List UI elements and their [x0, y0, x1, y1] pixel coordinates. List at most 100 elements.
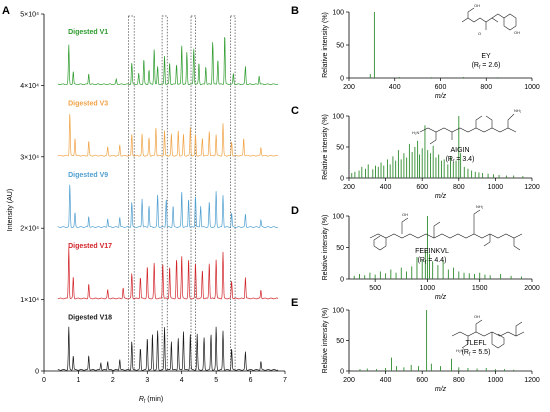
svg-text:H₂N: H₂N — [412, 130, 419, 135]
panel-c-x-tick-label: 1000 — [488, 184, 504, 191]
panel-a-series-names: Digested V1 Digested V3 Digested V9 Digeste… — [68, 29, 112, 322]
panel-b-x-tick-label: 400 — [389, 84, 401, 91]
panel-label-e: E — [291, 297, 298, 309]
panel-a-boxed-region — [230, 15, 236, 372]
panel-c-x-tick-label: 600 — [416, 184, 428, 191]
panel-b-x-tick-label: 600 — [435, 84, 447, 91]
svg-text:H₂N: H₂N — [456, 348, 463, 353]
panel-a-trace — [57, 247, 279, 300]
svg-text:OH: OH — [514, 30, 520, 35]
svg-text:O: O — [478, 31, 481, 36]
panel-d-x-tick-label: 1500 — [472, 285, 488, 292]
panel-c-y-tick-label: 0 — [340, 176, 344, 183]
panel-a-boxed-region — [128, 15, 135, 372]
panel-e-y-tick-label: 100 — [332, 308, 344, 315]
svg-text:NH₂: NH₂ — [476, 204, 484, 209]
panel-a-ylabel: Intensity (AU) — [7, 189, 14, 231]
panel-a-x-tick-label: 3 — [145, 377, 149, 384]
panel-a-x-tick-label: 4 — [180, 377, 184, 384]
panel-b-y-tick-label: 50 — [336, 43, 344, 50]
panel-a-x-tick-label: 0 — [42, 377, 46, 384]
panel-a-trace — [57, 37, 279, 86]
panel-d-ylabel: Relative intensity (%) — [322, 215, 329, 281]
panel-a-xlabel-r: R — [139, 396, 144, 403]
panel-a-boxed-region — [190, 15, 196, 372]
panel-d-spectrum: 500 1000 1500 2000 0 50 100 m/z Relative intensi… — [322, 214, 540, 302]
panel-b-rt: (Rt = 2.6) — [472, 62, 501, 71]
panel-a-trace — [57, 326, 279, 371]
panel-e-xlabel: m/z — [435, 386, 447, 393]
panel-c-structure-image: NH₂ H₂N — [412, 108, 522, 145]
panel-c-x-tick-label: 1200 — [524, 184, 540, 191]
panel-a-trace — [57, 113, 279, 157]
panel-e-x-tick-label: 600 — [416, 377, 428, 384]
panel-c-ylabel: Relative intensity (%) — [322, 114, 329, 180]
panel-d-y-tick-label: 0 — [340, 277, 344, 284]
panel-e-y-tick-label: 0 — [340, 369, 344, 376]
svg-text:OH: OH — [474, 3, 480, 8]
panel-d-peptide: FEEINKVL — [415, 248, 449, 255]
panel-b-ylabel: Relative intensity (%) — [322, 12, 329, 78]
panel-a-series-name: Digested V3 — [68, 100, 108, 107]
panel-e-y-tick-label: 50 — [336, 338, 344, 345]
svg-text:NH₂: NH₂ — [514, 108, 522, 113]
panel-c-x-tick-label: 400 — [380, 184, 392, 191]
panel-a-traces — [57, 37, 279, 371]
panel-a-boxed-regions — [128, 15, 236, 372]
panel-e-rt: (Rt = 5.5) — [462, 349, 491, 358]
panel-c-x-tick-label: 200 — [343, 184, 355, 191]
panel-d-x-tick-label: 500 — [369, 285, 381, 292]
panel-a-axes: 0 1 2 3 4 5 6 7 0 1×10⁴ 2×10⁴ 3×10⁴ 4×10⁴ 5×10⁴ — [20, 12, 287, 385]
panel-b-peptide: EY — [481, 53, 491, 60]
panel-b-xlabel: m/z — [435, 93, 447, 100]
panel-a-trace — [57, 184, 279, 228]
panel-a-x-tick-label: 1 — [76, 377, 80, 384]
panel-a-x-tick-label: 2 — [111, 377, 115, 384]
panel-a-series-name: Digested V1 — [68, 29, 108, 36]
panel-c-rt: (Rt = 3.4) — [446, 156, 475, 165]
panel-c-peptide: AIGIN — [450, 147, 469, 154]
panel-b-x-tick-label: 200 — [343, 84, 355, 91]
panel-a-y-tick-label: 4×10⁴ — [20, 83, 39, 90]
panel-e-x-tick-label: 1200 — [524, 377, 540, 384]
panel-a-y-tick-label: 2×10⁴ — [20, 226, 39, 233]
panel-c-xlabel: m/z — [435, 193, 447, 200]
panel-a-y-tick-label: 0 — [35, 369, 39, 376]
panel-a-y-tick-label: 5×10⁴ — [20, 12, 39, 19]
panel-a-y-tick-label: 3×10⁴ — [20, 154, 39, 161]
panel-d-y-tick-label: 100 — [332, 214, 344, 221]
panel-a-xlabel: Rt (min) — [139, 396, 163, 405]
panel-e-x-tick-label: 200 — [343, 377, 355, 384]
panel-label-c: C — [291, 105, 299, 117]
panel-a-series-name: Digested V9 — [68, 172, 108, 179]
panel-d-y-tick-label: 50 — [336, 245, 344, 252]
panel-e-ylabel: Relative intensity (%) — [322, 308, 329, 374]
panel-c-x-tick-label: 800 — [453, 184, 465, 191]
panel-b-x-tick-label: 800 — [480, 84, 492, 91]
panel-a-xlabel-unit: (min) — [145, 396, 163, 403]
panel-d-xlabel: m/z — [435, 294, 447, 301]
panel-b-structure-image: OH O OH — [461, 3, 520, 36]
panel-b-y-tick-label: 0 — [340, 76, 344, 83]
svg-text:OH: OH — [474, 314, 480, 319]
panel-a-y-tick-label: 1×10⁴ — [20, 297, 39, 304]
panel-label-d: D — [291, 205, 299, 217]
panel-label-b: B — [291, 5, 299, 17]
panel-e-x-tick-label: 400 — [380, 377, 392, 384]
panel-b-y-tick-label: 100 — [332, 10, 344, 17]
panel-a-xlabel-sub: t — [144, 399, 146, 405]
panel-e-structure-image: OH H₂N — [451, 314, 525, 353]
panel-d-x-tick-label: 1000 — [420, 285, 436, 292]
panel-d-structure-image: NH₂ OH — [369, 204, 523, 251]
svg-text:OH: OH — [402, 212, 408, 217]
panel-e-x-tick-label: 800 — [453, 377, 465, 384]
panel-e-spectrum: 200 400 600 800 1000 1200 0 50 100 m/z Relative in… — [322, 308, 540, 394]
panel-d-x-tick-label: 2000 — [524, 285, 540, 292]
panel-b-spectrum: 200 400 600 800 1000 0 50 100 m/z Relative intens… — [322, 10, 540, 101]
panel-a-series-name: Digested V18 — [68, 315, 112, 322]
panel-a-x-tick-label: 7 — [283, 377, 287, 384]
panel-c-spectrum: 200 400 600 800 1000 1200 0 50 100 m/z Relative in… — [322, 114, 540, 201]
panel-label-a: A — [2, 5, 10, 17]
